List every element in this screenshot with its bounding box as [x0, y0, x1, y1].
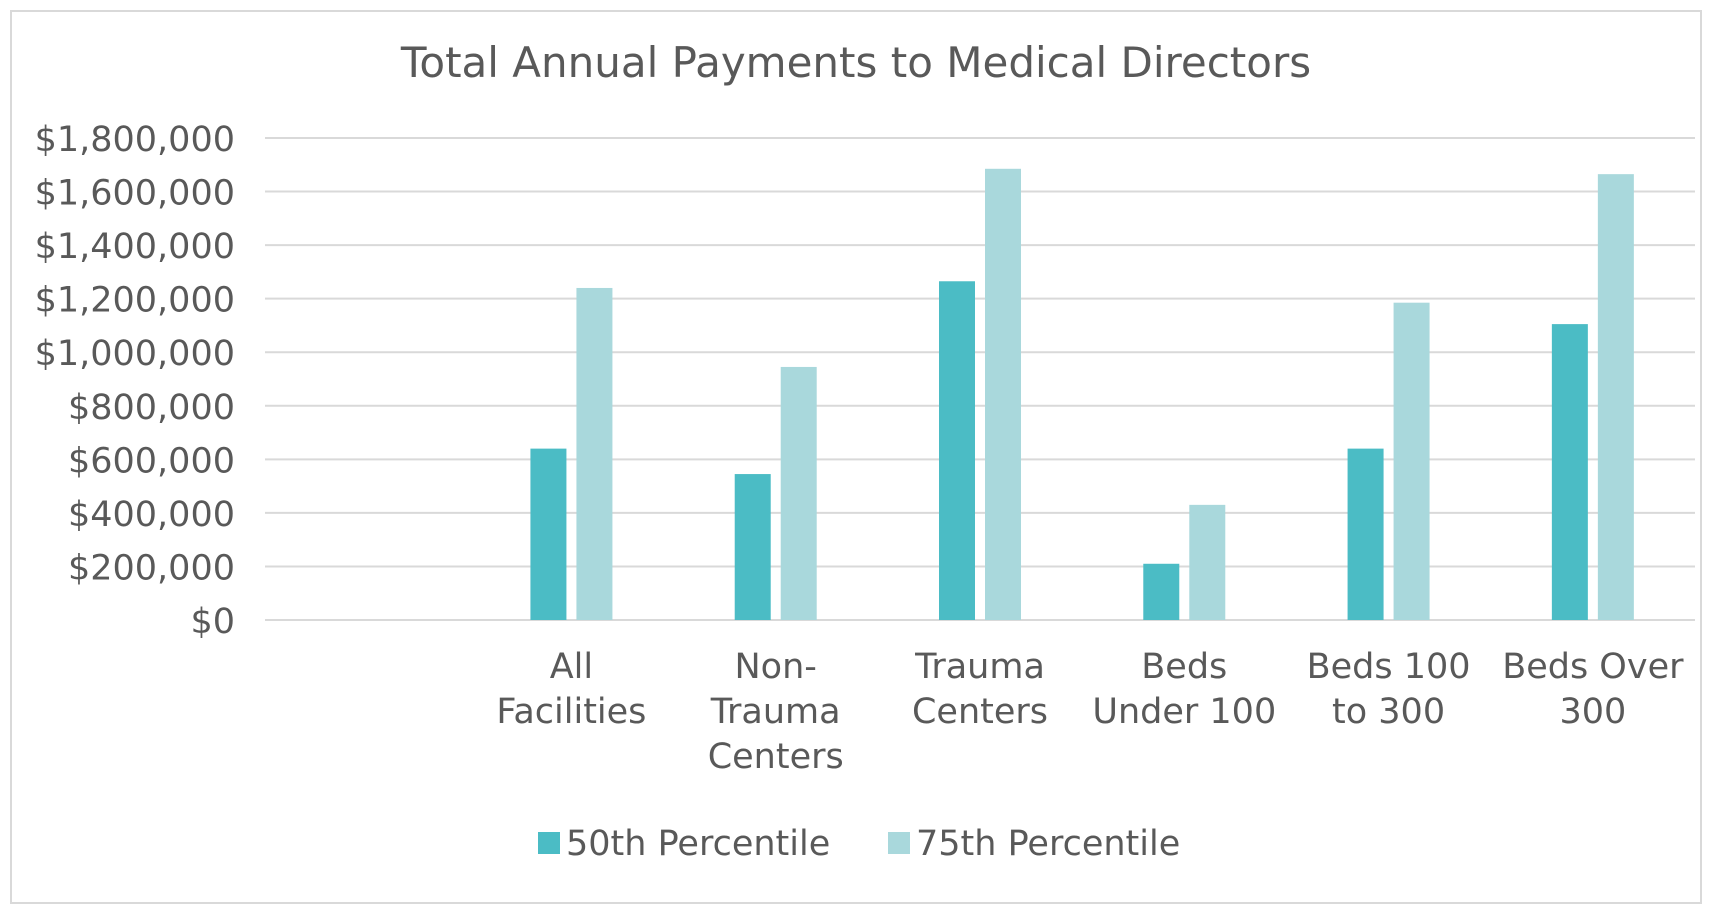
x-axis: All Facilities Non-Trauma Centers Trauma Cent… [496, 647, 1684, 777]
y-tick-label: $1,200,000 [35, 281, 235, 321]
legend: 50th Percentile 75th Percentile [538, 824, 1180, 864]
y-tick-label: $600,000 [68, 441, 235, 481]
x-tick-label: Beds Over 300 [1502, 647, 1684, 732]
bar-50th-percentile [530, 448, 567, 620]
bar-50th-percentile [1143, 563, 1180, 620]
bar-75th-percentile [1189, 504, 1226, 620]
bars [530, 168, 1634, 621]
legend-swatch [538, 832, 560, 854]
y-tick-label: $800,000 [68, 388, 235, 428]
bar-75th-percentile [1597, 174, 1634, 620]
y-tick-label: $400,000 [68, 495, 235, 535]
x-tick-label: Beds 100 to 300 [1307, 647, 1471, 732]
bar-50th-percentile [1347, 448, 1384, 620]
legend-label: 75th Percentile [916, 824, 1180, 864]
bar-75th-percentile [576, 287, 613, 620]
y-tick-label: $0 [190, 602, 235, 642]
legend-item: 75th Percentile [888, 824, 1180, 864]
y-tick-label: $1,800,000 [35, 120, 235, 160]
x-tick-label: Beds Under 100 [1092, 647, 1276, 732]
bar-75th-percentile [1393, 302, 1430, 620]
bar-50th-percentile [734, 474, 771, 620]
x-tick-label: All Facilities [496, 647, 646, 732]
y-tick-label: $200,000 [68, 548, 235, 588]
chart-border [10, 10, 1702, 904]
x-tick-label: Trauma Centers [912, 647, 1048, 732]
legend-swatch [888, 832, 910, 854]
y-axis: $0 $200,000 $400,000 $600,000 $800,000 $1,000… [35, 120, 235, 642]
y-tick-label: $1,400,000 [35, 227, 235, 267]
chart-title: Total Annual Payments to Medical Directo… [400, 38, 1311, 87]
legend-item: 50th Percentile [538, 824, 830, 864]
gridlines [265, 137, 1695, 621]
bar-75th-percentile [780, 366, 817, 620]
bar-50th-percentile [1551, 324, 1588, 620]
y-tick-label: $1,600,000 [35, 174, 235, 214]
legend-label: 50th Percentile [566, 824, 830, 864]
bar-50th-percentile [939, 281, 975, 620]
y-tick-label: $1,000,000 [35, 334, 235, 374]
x-tick-label: Non-Trauma Centers [708, 647, 844, 777]
bar-75th-percentile [985, 168, 1021, 621]
